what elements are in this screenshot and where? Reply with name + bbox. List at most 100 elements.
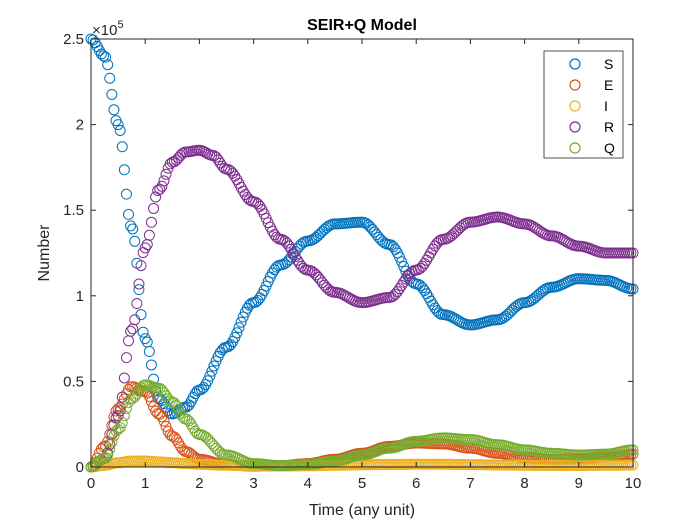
marker-R [250,196,262,208]
marker-R [158,175,170,187]
marker-Q [154,382,166,394]
marker-S [125,220,137,232]
marker-S [298,236,310,248]
marker-S [100,51,112,63]
x-tick-label: 6 [412,475,420,492]
marker-S [360,217,372,229]
marker-S [106,88,118,100]
marker-R [427,243,439,255]
marker-R [156,180,168,192]
marker-R [412,264,424,276]
marker-R [143,229,155,241]
marker-R [125,325,137,337]
marker-R [208,150,220,162]
marker-R [448,228,460,240]
marker-S [120,188,132,200]
series-layer [85,33,639,473]
legend-label-S: S [604,56,613,72]
marker-Q [116,417,128,429]
marker-S [129,235,141,247]
marker-S [362,219,374,231]
series-Q [85,379,639,473]
marker-S [229,332,241,344]
marker-R [266,225,278,237]
marker-S [500,310,512,322]
marker-S [310,231,322,243]
marker-R [227,167,239,179]
legend-marker-I [569,100,581,112]
legend-marker-Q [569,142,581,154]
marker-S [266,267,278,279]
marker-R [394,283,406,295]
marker-E [158,415,170,427]
marker-Q [102,449,114,461]
marker-R [148,202,160,214]
y-exponent: ×105 [92,19,124,39]
marker-R [152,185,164,196]
marker-R [450,226,462,238]
marker-R [391,286,403,298]
marker-R [223,164,235,176]
marker-S [137,326,149,338]
marker-S [427,299,439,311]
x-tick-label: 10 [625,475,642,492]
marker-R [318,279,330,291]
marker-R [160,168,172,180]
series-R [85,144,639,473]
marker-R [139,242,151,254]
legend-label-Q: Q [604,140,615,156]
marker-R [129,314,141,326]
legend-label-R: R [604,119,614,135]
marker-R [104,439,116,451]
marker-Q [158,387,170,399]
marker-R [135,260,147,272]
y-exponent-power: 5 [117,19,123,31]
marker-R [210,151,222,163]
marker-S [206,365,218,377]
marker-R [446,230,458,242]
marker-S [231,327,243,339]
marker-R [387,290,399,302]
marker-S [145,359,157,371]
legend-marker-E [569,79,581,91]
marker-S [112,119,124,131]
x-tick-label: 2 [195,475,203,492]
marker-S [104,72,116,84]
marker-S [127,223,139,235]
marker-Q [89,459,101,471]
marker-Q [112,423,124,435]
y-tick-label: 2.5 [63,31,84,48]
marker-R [452,224,464,236]
x-axis-label: Time (any unit) [309,502,415,519]
marker-Q [189,425,201,437]
marker-Q [210,442,222,454]
marker-S [412,278,424,290]
marker-E [145,395,157,407]
y-tick-label: 0 [76,459,84,476]
marker-R [118,372,130,384]
x-tick-label: 0 [87,475,95,492]
marker-R [306,265,318,277]
marker-Q [104,443,116,455]
marker-S [204,370,216,382]
marker-S [118,164,130,176]
marker-S [235,316,247,328]
marker-R [177,147,189,159]
legend-label-E: E [604,77,613,93]
marker-R [252,198,264,210]
marker-S [252,294,264,306]
marker-Q [114,422,126,434]
marker-S [87,34,99,46]
marker-S [498,312,510,324]
marker-S [108,104,120,116]
x-tick-label: 8 [520,475,528,492]
marker-S [316,225,328,237]
legend-marker-R [569,121,581,133]
marker-E [110,405,122,417]
y-tick-label: 1 [76,288,84,305]
marker-S [504,306,516,318]
marker-S [506,304,518,316]
y-axis-label: Number [36,224,53,282]
marker-S [123,208,135,220]
marker-S [502,308,514,320]
